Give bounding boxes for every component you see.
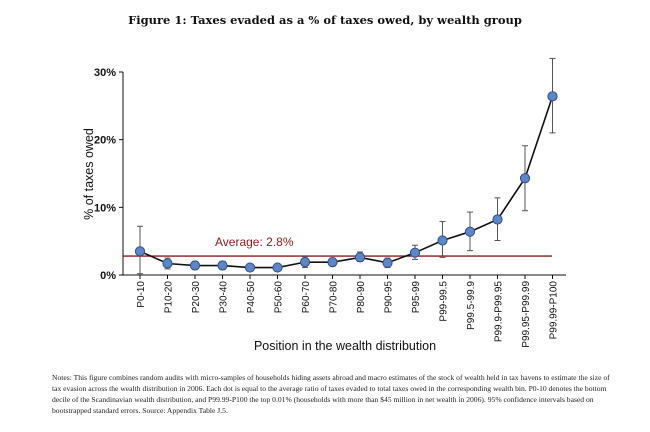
data-point [547, 91, 558, 102]
x-tick-label: P99-99.5 [439, 281, 450, 322]
x-tick-label: P0-10 [136, 281, 147, 308]
data-point [437, 235, 448, 246]
x-tick-labels: P0-10 P10-20 P20-30 P30-40 P40-50 P50-60 P60-7… [136, 275, 560, 348]
x-tick-label: P90-95 [384, 281, 395, 314]
y-axis-label: % of taxes owed [82, 128, 96, 220]
data-point [519, 173, 531, 184]
x-tick-label: P40-50 [246, 281, 257, 314]
x-tick-label: P70-80 [329, 281, 340, 314]
data-point [217, 260, 228, 271]
x-tick-label: P80-90 [356, 281, 367, 314]
chart: 0% 10% 20% 30% P0-10 P10-20 P20-30 P30-40 P40-5… [82, 57, 566, 353]
x-tick-label: P99.99-P100 [549, 281, 560, 340]
y-tick-labels: 0% 10% 20% 30% [94, 67, 123, 282]
y-tick-label: 10% [94, 202, 116, 214]
data-point [409, 247, 421, 258]
data-point [162, 258, 173, 269]
data-point [272, 262, 283, 273]
data-point [492, 214, 503, 225]
x-tick-label: P99.5-99.9 [466, 281, 477, 330]
error-bars [137, 57, 556, 275]
data-point [134, 246, 146, 257]
y-tick-label: 0% [100, 270, 116, 282]
figure-title: Figure 1: Taxes evaded as a % of taxes o… [128, 13, 522, 27]
x-tick-label: P20-30 [191, 281, 202, 314]
x-tick-label: P99.9-P99.95 [494, 281, 505, 343]
data-point [244, 262, 256, 273]
x-tick-label: P10-20 [164, 281, 175, 314]
figure-notes: Notes: This figure combines random audit… [52, 373, 610, 415]
data-point [189, 260, 201, 271]
data-point [382, 257, 393, 268]
y-tick-label: 30% [94, 67, 116, 79]
data-point [464, 226, 476, 237]
average-label: Average: 2.8% [215, 235, 294, 249]
y-tick-label: 20% [94, 135, 116, 147]
data-point [354, 252, 366, 263]
data-point [299, 257, 311, 268]
data-points [134, 91, 558, 273]
series-line [139, 96, 554, 269]
data-point [327, 257, 338, 268]
x-tick-label: P50-60 [274, 281, 285, 314]
x-tick-label: P99.95-P99.99 [521, 281, 532, 348]
x-tick-label: P60-70 [301, 281, 312, 314]
x-tick-label: P95-99 [411, 281, 422, 314]
x-axis-label: Position in the wealth distribution [254, 339, 436, 353]
x-tick-label: P30-40 [219, 281, 230, 314]
